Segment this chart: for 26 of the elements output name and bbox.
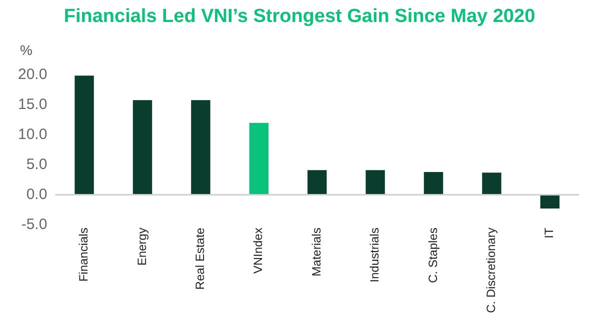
x-tick-label: Materials xyxy=(309,228,324,276)
x-tick-label: C. Discretionary xyxy=(484,228,498,314)
x-tick-label: Financials xyxy=(76,228,91,282)
x-tick-label: Energy xyxy=(134,228,149,266)
x-tick-label: C. Staples xyxy=(426,228,440,284)
bar xyxy=(366,170,385,195)
bar xyxy=(249,122,268,195)
bar xyxy=(540,194,560,208)
y-tick-label: 15.0 xyxy=(18,96,48,114)
bar xyxy=(482,172,502,195)
bar xyxy=(132,100,152,195)
y-tick-label: 5.0 xyxy=(26,156,48,173)
y-tick-label: 0.0 xyxy=(26,186,48,203)
bar xyxy=(191,100,210,195)
x-tick-label: Real Estate xyxy=(193,227,208,290)
chart-title: Financials Led VNI’s Strongest Gain Since May 2020 xyxy=(62,6,536,28)
bar xyxy=(424,172,444,195)
y-tick-label: 20.0 xyxy=(18,66,48,84)
bar xyxy=(307,170,327,195)
x-tick-label: IT xyxy=(542,226,556,238)
y-axis-title: % xyxy=(20,42,32,58)
y-tick-label: -5.0 xyxy=(21,216,48,233)
x-tick-label: VNIndex xyxy=(251,228,266,274)
y-tick-label: 10.0 xyxy=(18,126,48,143)
x-tick-label: Industrials xyxy=(368,228,382,282)
bar xyxy=(74,76,94,195)
